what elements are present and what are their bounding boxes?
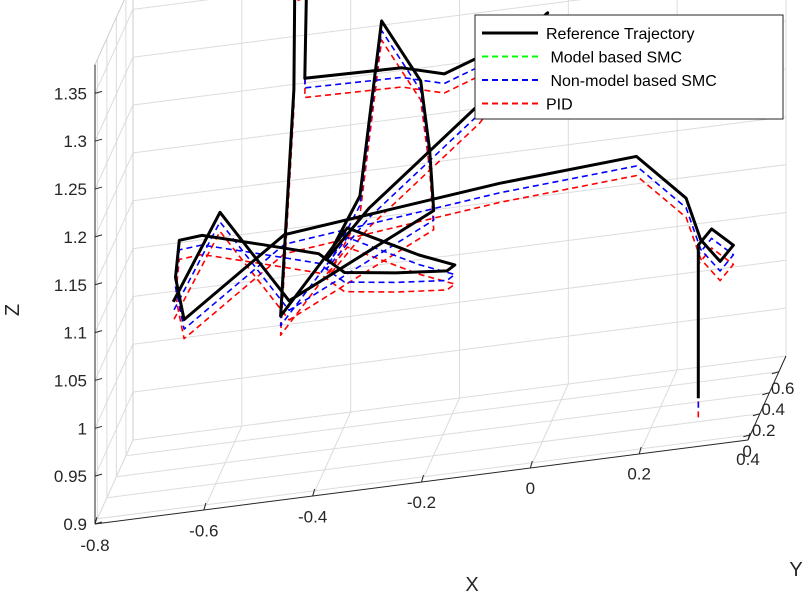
- legend-label-0: Reference Trajectory: [546, 26, 695, 43]
- z-tick-mark-1: [94, 473, 103, 477]
- grid-line-x-floor-0: [94, 439, 134, 525]
- x-tick-mark-6: [747, 432, 751, 441]
- grid-line-z-left-1: [94, 391, 134, 477]
- z-tick-label-1: 0.95: [54, 467, 87, 486]
- grid-line-x-floor-4: [529, 383, 569, 469]
- y-tick-label-0: 0: [742, 442, 751, 461]
- z-axis-title: Z: [2, 304, 24, 316]
- z-tick-mark-6: [94, 234, 103, 238]
- x-tick-mark-5: [638, 446, 642, 455]
- legend-label-1: Model based SMC: [546, 50, 682, 67]
- grid-line-x-floor-2: [312, 411, 352, 497]
- y-tick-label-3: 0.6: [771, 379, 795, 398]
- z-tick-mark-4: [94, 330, 103, 334]
- grid-line-y-floor-0: [97, 434, 751, 520]
- legend-label-3: PID: [546, 97, 573, 114]
- grid-line-z-left-9: [94, 9, 134, 94]
- legend-box: [474, 14, 784, 120]
- x-tick-label-5: 0.2: [627, 465, 651, 484]
- series-layer: [171, 0, 735, 418]
- x-axis-title: X: [465, 574, 478, 596]
- y-tick-mark-3: [771, 371, 780, 375]
- x-tick-mark-1: [203, 502, 207, 511]
- legend: Reference Trajectory Model based SMC Non…: [474, 14, 784, 120]
- x-tick-mark-4: [529, 460, 533, 469]
- y-tick-label-2: 0.4: [761, 400, 785, 419]
- y-axis-title: Y: [789, 559, 802, 581]
- y-tick-mark-0: [743, 434, 751, 438]
- grid-line-x-floor-5: [638, 369, 678, 455]
- x-tick-label-0: -0.8: [80, 536, 109, 555]
- grid-line-x-floor-1: [203, 425, 243, 511]
- z-tick-label-4: 1.1: [63, 324, 87, 343]
- grid-line-y-floor-1: [106, 413, 760, 499]
- z-tick-label-9: 1.35: [54, 84, 87, 103]
- z-tick-mark-0: [94, 521, 103, 525]
- y-tick-mark-2: [762, 392, 770, 396]
- axes-layer: 0.9 0.95 1 1.05 1.1 1.15 1.2 1.25 1.3 1.35 -0.8 -0.…: [2, 64, 803, 596]
- y-tick-label-1: 0.2: [752, 421, 776, 440]
- z-tick-mark-9: [94, 90, 103, 94]
- grid-line-z-left-8: [94, 56, 134, 142]
- x-tick-label-4: 0: [526, 479, 535, 498]
- grid-line-z-left-4: [94, 248, 134, 333]
- grid-line-y-floor-3: [125, 371, 779, 457]
- series-line-0: [171, 0, 735, 399]
- z-tick-label-7: 1.25: [54, 180, 87, 199]
- grid-line-z-left-2: [94, 344, 134, 429]
- series-line-3: [172, 0, 735, 418]
- x-tick-label-6: 0.4: [736, 450, 760, 469]
- legend-label-2: Non-model based SMC: [546, 73, 717, 90]
- y-tick-mark-1: [752, 413, 761, 417]
- grid-line-z-left-6: [94, 152, 134, 238]
- z-tick-mark-8: [94, 138, 103, 142]
- z-tick-mark-2: [94, 425, 103, 429]
- x-tick-label-3: -0.2: [407, 493, 436, 512]
- z-tick-label-2: 1: [78, 419, 87, 438]
- box-edge-top-left: [94, 0, 125, 65]
- z-tick-label-6: 1.2: [63, 228, 87, 247]
- grid-line-z-left-7: [94, 104, 134, 190]
- grid-line-z-left-5: [94, 200, 134, 285]
- x-tick-mark-3: [421, 474, 424, 483]
- z-tick-label-3: 1.05: [54, 371, 87, 390]
- grid-line-x-floor-3: [421, 397, 460, 483]
- x-tick-label-1: -0.6: [189, 522, 218, 541]
- z-tick-mark-3: [94, 377, 103, 381]
- x-tick-mark-0: [94, 516, 98, 525]
- z-tick-label-8: 1.3: [63, 132, 87, 151]
- y-axis-line: [747, 355, 787, 441]
- x-tick-mark-2: [312, 488, 316, 497]
- z-tick-mark-7: [94, 186, 103, 190]
- grid-line-z-left-3: [94, 296, 134, 381]
- z-tick-label-5: 1.15: [54, 276, 87, 295]
- grid-line-y-floor-2: [116, 392, 770, 478]
- z-tick-mark-5: [94, 282, 103, 286]
- z-tick-label-0: 0.9: [63, 515, 87, 534]
- x-tick-label-2: -0.4: [298, 507, 327, 526]
